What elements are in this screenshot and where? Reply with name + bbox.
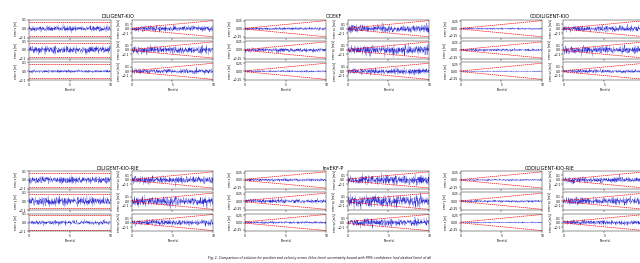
X-axis label: Time(s): Time(s) — [280, 239, 291, 243]
Y-axis label: error x [m]: error x [m] — [228, 21, 232, 36]
Y-axis label: error vy [m/s]: error vy [m/s] — [116, 192, 120, 211]
Text: DILIGENT-KIO: DILIGENT-KIO — [101, 14, 134, 19]
X-axis label: Time(s): Time(s) — [383, 239, 394, 243]
Y-axis label: error y [m]: error y [m] — [228, 194, 232, 209]
Y-axis label: error z [m]: error z [m] — [444, 215, 447, 230]
Y-axis label: error z [m]: error z [m] — [228, 64, 232, 79]
Y-axis label: error vz [m/s]: error vz [m/s] — [332, 213, 337, 232]
Text: DILIGENT-KIO-RIE: DILIGENT-KIO-RIE — [96, 166, 139, 171]
Text: InvEKF-P: InvEKF-P — [323, 166, 344, 171]
Text: CODILIGENT-KIO-RIE: CODILIGENT-KIO-RIE — [524, 166, 574, 171]
Y-axis label: error y [m]: error y [m] — [13, 194, 18, 209]
Y-axis label: error vy [m/s]: error vy [m/s] — [548, 192, 552, 211]
Y-axis label: error y [m]: error y [m] — [444, 42, 447, 58]
Y-axis label: error vz [m/s]: error vz [m/s] — [116, 62, 120, 81]
Text: Fig. 1. Comparison of solution for position and velocity errors (blue lines) unc: Fig. 1. Comparison of solution for posit… — [209, 256, 431, 260]
Y-axis label: error vy [m/s]: error vy [m/s] — [332, 41, 337, 59]
Y-axis label: error x [m]: error x [m] — [13, 21, 18, 36]
X-axis label: Time(s): Time(s) — [496, 88, 507, 92]
Y-axis label: error z [m]: error z [m] — [13, 215, 18, 230]
Y-axis label: error vx [m/s]: error vx [m/s] — [332, 19, 337, 38]
X-axis label: Time(s): Time(s) — [598, 88, 610, 92]
Y-axis label: error y [m]: error y [m] — [228, 42, 232, 58]
X-axis label: Time(s): Time(s) — [496, 239, 507, 243]
Y-axis label: error vy [m/s]: error vy [m/s] — [332, 192, 337, 211]
Y-axis label: error vy [m/s]: error vy [m/s] — [116, 41, 120, 59]
Y-axis label: error z [m]: error z [m] — [228, 215, 232, 230]
Y-axis label: error z [m]: error z [m] — [444, 64, 447, 79]
Y-axis label: error x [m]: error x [m] — [228, 172, 232, 188]
Text: OCEKF: OCEKF — [325, 14, 342, 19]
Y-axis label: error z [m]: error z [m] — [13, 64, 18, 79]
Y-axis label: error vx [m/s]: error vx [m/s] — [116, 19, 120, 38]
Y-axis label: error x [m]: error x [m] — [13, 172, 18, 188]
Y-axis label: error vy [m/s]: error vy [m/s] — [548, 41, 552, 59]
X-axis label: Time(s): Time(s) — [280, 88, 291, 92]
Text: CODILIGENT-KIO: CODILIGENT-KIO — [529, 14, 570, 19]
X-axis label: Time(s): Time(s) — [167, 239, 178, 243]
X-axis label: Time(s): Time(s) — [598, 239, 610, 243]
Y-axis label: error y [m]: error y [m] — [13, 42, 18, 58]
X-axis label: Time(s): Time(s) — [64, 239, 76, 243]
Y-axis label: error x [m]: error x [m] — [444, 21, 447, 36]
Y-axis label: error y [m]: error y [m] — [444, 194, 447, 209]
Y-axis label: error vx [m/s]: error vx [m/s] — [116, 170, 120, 189]
Y-axis label: error x [m]: error x [m] — [444, 172, 447, 188]
X-axis label: Time(s): Time(s) — [383, 88, 394, 92]
X-axis label: Time(s): Time(s) — [167, 88, 178, 92]
Y-axis label: error vx [m/s]: error vx [m/s] — [548, 170, 552, 189]
Y-axis label: error vz [m/s]: error vz [m/s] — [332, 62, 337, 81]
Y-axis label: error vx [m/s]: error vx [m/s] — [548, 19, 552, 38]
Y-axis label: error vx [m/s]: error vx [m/s] — [332, 170, 337, 189]
Y-axis label: error vz [m/s]: error vz [m/s] — [116, 213, 120, 232]
Y-axis label: error vz [m/s]: error vz [m/s] — [548, 62, 552, 81]
Y-axis label: error vz [m/s]: error vz [m/s] — [548, 213, 552, 232]
X-axis label: Time(s): Time(s) — [64, 88, 76, 92]
